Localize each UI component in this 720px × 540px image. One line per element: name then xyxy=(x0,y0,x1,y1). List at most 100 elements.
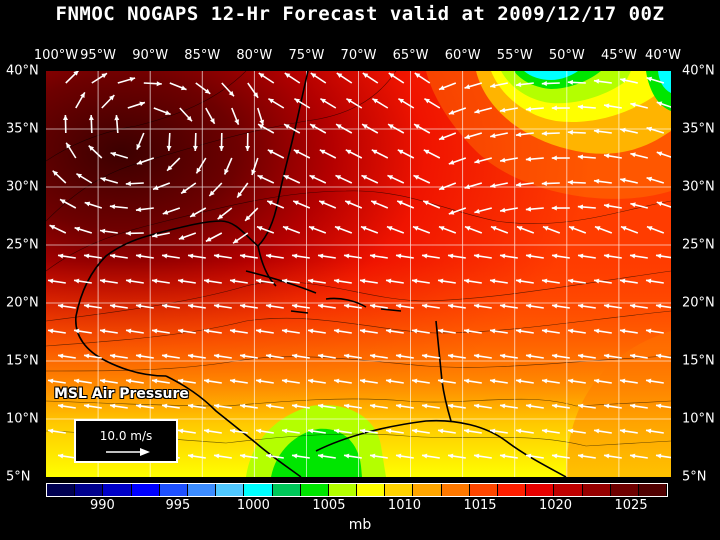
wind-arrow xyxy=(213,353,232,359)
wind-arrow xyxy=(397,97,415,109)
wind-arrow xyxy=(308,225,327,234)
wind-arrow xyxy=(551,205,570,211)
wind-arrow xyxy=(47,278,66,284)
wind-arrow xyxy=(57,353,76,359)
wind-arrow xyxy=(656,101,671,108)
wind-arrow xyxy=(203,328,222,334)
wind-arrow xyxy=(153,107,171,116)
lon-label: 60°W xyxy=(444,48,481,63)
wind-arrow xyxy=(166,157,181,172)
wind-arrow xyxy=(515,328,534,334)
wind-arrow xyxy=(361,123,379,134)
wind-arrow xyxy=(135,253,154,259)
wind-arrow xyxy=(603,153,622,159)
wind-arrow xyxy=(515,378,534,384)
wind-arrow xyxy=(336,72,353,84)
wind-arrow xyxy=(630,102,648,109)
wind-arrow xyxy=(603,103,622,109)
wind-arrow xyxy=(265,303,284,309)
wind-arrow xyxy=(499,157,518,163)
lat-label: 5°N xyxy=(682,469,707,485)
wind-arrow xyxy=(281,278,300,284)
wind-arrow xyxy=(265,253,284,259)
wind-arrow xyxy=(551,105,570,111)
wind-arrow xyxy=(541,130,560,136)
wind-arrow xyxy=(489,378,508,384)
wind-arrow xyxy=(335,174,353,184)
wind-arrow xyxy=(319,149,337,159)
wind-arrow xyxy=(83,253,102,259)
wind-arrow xyxy=(49,224,67,234)
wind-arrow xyxy=(307,328,326,334)
wind-arrow xyxy=(73,378,92,384)
wind-arrow xyxy=(359,428,378,434)
colorbar-segment xyxy=(131,484,160,496)
wind-arrow xyxy=(192,132,198,152)
wind-arrow xyxy=(645,428,664,434)
wind-arrow xyxy=(603,203,622,209)
wind-arrow xyxy=(307,278,326,284)
wind-arrow xyxy=(448,107,467,115)
wind-arrow xyxy=(281,428,300,434)
wind-arrow xyxy=(577,453,596,459)
wind-arrow xyxy=(178,232,197,240)
wind-arrow xyxy=(515,428,534,434)
wind-arrow xyxy=(437,378,456,384)
wind-arrow xyxy=(387,123,405,134)
colorbar-segment xyxy=(610,484,639,496)
wind-arrow xyxy=(541,328,560,334)
lat-label: 30°N xyxy=(682,179,715,195)
wind-arrow xyxy=(541,378,560,384)
colorbar-tick-label: 1000 xyxy=(236,498,270,513)
wind-arrow xyxy=(99,378,118,384)
colorbar-segment xyxy=(328,484,358,496)
colorbar-tick-label: 1005 xyxy=(312,498,346,513)
wind-arrow xyxy=(593,428,612,434)
wind-arrow xyxy=(577,403,596,409)
wind-arrow xyxy=(114,114,120,134)
wind-arrow xyxy=(567,179,586,185)
wind-arrow xyxy=(213,453,232,459)
colorbar-segment xyxy=(187,484,217,496)
wind-arrow xyxy=(474,207,493,214)
wind-arrow xyxy=(213,303,232,309)
wind-arrow xyxy=(187,303,206,309)
wind-arrow xyxy=(187,253,206,259)
wind-arrow xyxy=(343,303,362,309)
wind-arrow xyxy=(219,132,225,152)
wind-arrow xyxy=(47,328,66,334)
wind-arrow xyxy=(567,378,586,384)
wind-arrow xyxy=(515,278,534,284)
wind-arrow xyxy=(447,353,466,359)
wind-arrow xyxy=(567,328,586,334)
wind-arrow xyxy=(499,353,518,359)
lat-label: 10°N xyxy=(6,411,39,427)
colorbar-tick-label: 1010 xyxy=(387,498,422,513)
wind-arrow xyxy=(135,353,154,359)
wind-arrow xyxy=(244,207,259,222)
wind-arrow xyxy=(239,453,258,459)
wind-arrow xyxy=(541,180,560,186)
wind-arrow xyxy=(255,328,274,334)
wind-arrow xyxy=(143,81,162,87)
wind-arrow xyxy=(448,157,467,165)
wind-arrow xyxy=(541,278,560,284)
wind-arrow xyxy=(59,198,77,209)
colorbar-segment xyxy=(244,484,273,496)
wind-arrow xyxy=(91,72,108,84)
wind-arrow xyxy=(109,403,128,409)
wind-arrow xyxy=(525,353,544,359)
wind-arrow xyxy=(369,353,388,359)
lat-label: 15°N xyxy=(6,353,39,369)
wind-arrow xyxy=(413,174,431,184)
wind-arrow xyxy=(293,149,311,159)
wind-arrow xyxy=(99,278,118,284)
wind-arrow xyxy=(203,378,222,384)
wind-arrow xyxy=(52,170,67,184)
wind-arrow xyxy=(619,428,638,434)
wind-arrow xyxy=(397,149,415,159)
wind-arrow xyxy=(362,72,379,84)
wind-arrow xyxy=(464,225,483,234)
wind-arrow xyxy=(421,253,440,259)
wind-arrow xyxy=(265,453,284,459)
